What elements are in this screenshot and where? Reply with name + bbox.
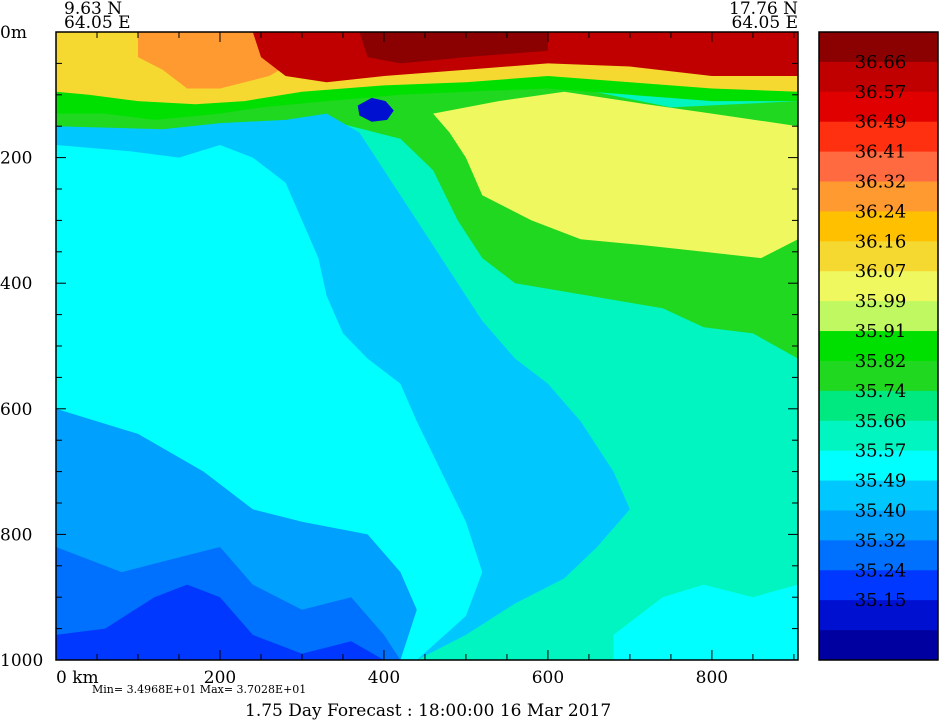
colorbar-swatch	[819, 241, 938, 272]
colorbar-label: 36.24	[855, 201, 907, 222]
corner-right-lon: 64.05 E	[732, 13, 798, 33]
colorbar-label: 35.40	[855, 500, 907, 521]
colorbar-swatch	[819, 211, 938, 242]
colorbar-label: 35.49	[855, 471, 907, 492]
axis-ticks	[55, 31, 798, 661]
colorbar-swatch	[819, 420, 938, 452]
corner-left-lat: 9.63 N	[64, 0, 122, 19]
field-region-6	[359, 32, 548, 64]
colorbar-label: 36.16	[855, 231, 907, 252]
field-region-13	[613, 584, 798, 660]
field-region-1	[433, 91, 798, 259]
colorbar-label: 35.32	[855, 530, 907, 551]
colorbar-swatch	[819, 390, 938, 422]
colorbar-swatch	[819, 271, 938, 302]
y-tick-label: 800	[0, 525, 32, 545]
colorbar-swatch	[819, 301, 938, 332]
colorbar-swatch	[819, 450, 938, 482]
corner-right-lat: 17.76 N	[729, 0, 798, 19]
colorbar-label: 36.49	[855, 112, 907, 133]
field-region-7	[357, 97, 394, 122]
colorbar-label: 35.66	[855, 411, 907, 432]
y-tick-label: 200	[0, 149, 32, 169]
y-tick-label: 1000	[0, 651, 43, 671]
colorbar-label: 36.57	[855, 82, 907, 103]
colorbar-label: 35.74	[855, 381, 907, 402]
colorbar-swatch	[819, 181, 938, 212]
colorbar-swatch	[819, 510, 938, 541]
colorbar-label: 36.32	[855, 172, 907, 193]
y-tick-label: 0m	[0, 23, 27, 43]
colorbar-swatch	[819, 360, 938, 392]
colorbar-swatch	[819, 61, 938, 93]
colorbar-swatch	[819, 32, 938, 63]
field-region-12	[56, 584, 384, 660]
corner-left-lon: 64.05 E	[64, 13, 130, 33]
colorbar-swatch	[819, 630, 938, 661]
colorbar-swatch	[819, 331, 938, 362]
colorbar-swatch	[819, 570, 938, 601]
x-tick-label: 800	[696, 668, 728, 688]
colorbar-swatch	[819, 540, 938, 571]
colorbar-frame	[818, 31, 939, 661]
colorbar-swatch	[819, 151, 938, 183]
forecast-label: 1.75 Day Forecast : 18:00:00 16 Mar 2017	[245, 701, 611, 721]
y-tick-label: 400	[0, 274, 32, 294]
colorbar-swatch	[819, 121, 938, 153]
colorbar-swatch	[819, 600, 938, 631]
colorbar-label: 35.24	[855, 560, 907, 581]
corner-labels: 9.63 N 64.05 E 17.76 N 64.05 E	[64, 0, 798, 33]
colorbar-label: 36.66	[855, 52, 907, 73]
x-tick-label: 600	[532, 668, 564, 688]
y-tick-label: 600	[0, 400, 32, 420]
colorbar-swatch	[819, 91, 938, 123]
x-tick-label: 0 km	[56, 668, 99, 688]
colorbar-label: 35.57	[855, 441, 907, 462]
min-max-label: Min= 3.4968E+01 Max= 3.7028E+01	[92, 683, 306, 696]
colorbar: 36.66 36.57 36.49 36.41 36.32 36.24 36.16 36.07…	[818, 31, 939, 661]
colorbar-label: 35.15	[855, 590, 907, 611]
x-tick-label: 200	[204, 668, 236, 688]
x-axis-labels: 0 km 200 400 600 800	[56, 668, 728, 688]
colorbar-label: 35.99	[855, 291, 907, 312]
y-axis-labels: 0m 200 400 600 800 1000	[0, 23, 43, 671]
colorbar-label: 35.91	[855, 321, 907, 342]
colorbar-label: 35.82	[855, 351, 907, 372]
x-tick-label: 400	[368, 668, 400, 688]
colorbar-label: 36.07	[855, 261, 907, 282]
colorbar-swatch	[819, 480, 938, 511]
colorbar-label: 36.41	[855, 142, 907, 163]
plot-area	[56, 32, 798, 660]
